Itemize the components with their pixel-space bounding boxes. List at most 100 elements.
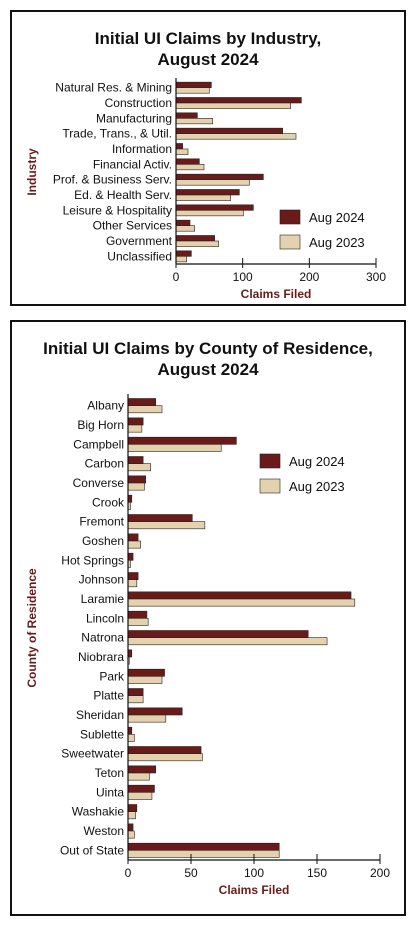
bar-aug-2023: [127, 598, 356, 607]
bar-aug-2023: [127, 695, 144, 704]
bar-aug-2024: [127, 784, 155, 793]
bar-aug-2024: [175, 97, 302, 104]
bar-aug-2024: [127, 514, 193, 522]
category-label: Sublette: [80, 727, 124, 741]
legend-swatch: [279, 234, 301, 250]
bar-aug-2024: [127, 398, 157, 406]
bar-aug-2024: [175, 219, 191, 226]
bar-aug-2023: [175, 133, 297, 140]
category-label: Fremont: [79, 515, 124, 529]
x-tick-label: 300: [366, 270, 386, 284]
bar-aug-2024: [175, 204, 254, 211]
category-label: Hot Springs: [61, 553, 124, 567]
bar-aug-2023: [127, 676, 163, 684]
bar-aug-2023: [175, 118, 213, 125]
category-label: Big Horn: [77, 418, 124, 432]
bar-aug-2023: [127, 850, 280, 858]
chart-title-line: Initial UI Claims by Industry,: [95, 29, 321, 48]
bar-aug-2024: [127, 552, 134, 561]
bar-aug-2023: [127, 830, 135, 839]
category-label: Niobrara: [78, 650, 124, 664]
category-label: Natural Res. & Mining: [55, 81, 172, 95]
legend-swatch: [279, 209, 301, 225]
county-chart: Initial UI Claims by County of Residence…: [25, 339, 390, 897]
x-axis-label: Claims Filed: [219, 883, 290, 897]
bar-aug-2024: [127, 746, 202, 754]
bar-aug-2023: [175, 225, 195, 232]
bar-aug-2024: [175, 127, 283, 134]
bar-aug-2023: [127, 734, 135, 742]
bar-aug-2023: [175, 210, 244, 217]
bar-aug-2023: [175, 194, 231, 201]
bar-aug-2023: [175, 240, 219, 247]
bar-aug-2024: [175, 158, 200, 165]
category-label: Campbell: [73, 437, 124, 451]
bar-aug-2023: [127, 424, 143, 433]
x-tick-label: 150: [307, 866, 327, 880]
x-tick-label: 200: [299, 270, 319, 284]
bar-aug-2024: [127, 591, 352, 600]
bar-aug-2023: [175, 148, 189, 155]
bar-aug-2024: [127, 610, 148, 619]
chart-title-line: Initial UI Claims by County of Residence…: [43, 339, 373, 358]
bar-aug-2023: [127, 714, 167, 723]
bar-aug-2024: [127, 436, 237, 445]
bar-aug-2024: [175, 81, 212, 88]
category-label: Manufacturing: [96, 111, 172, 125]
category-label: Crook: [92, 495, 125, 509]
bar-aug-2023: [127, 521, 206, 530]
bar-aug-2024: [127, 668, 165, 677]
category-label: Sweetwater: [61, 747, 124, 761]
category-label: Albany: [87, 399, 124, 413]
category-label: Trade, Trans., & Util.: [62, 127, 172, 141]
industry-chart-panel: Initial UI Claims by Industry, August 202…: [10, 10, 406, 306]
bar-aug-2023: [127, 463, 151, 472]
category-label: Government: [106, 234, 173, 248]
y-axis-label: Industry: [25, 148, 39, 196]
county-chart-panel: Initial UI Claims by County of Residence…: [10, 320, 406, 916]
legend-label: Aug 2024: [289, 454, 345, 469]
industry-chart: Initial UI Claims by Industry, August 202…: [25, 29, 386, 301]
category-label: Converse: [73, 476, 125, 490]
bar-aug-2024: [127, 765, 157, 774]
bar-aug-2024: [127, 823, 134, 832]
bar-aug-2023: [175, 87, 210, 94]
category-label: Johnson: [79, 573, 124, 587]
category-label: Sheridan: [76, 708, 124, 722]
category-label: Laramie: [81, 592, 125, 606]
bar-aug-2024: [175, 112, 198, 119]
bar-aug-2024: [127, 804, 138, 812]
category-label: Washakie: [72, 805, 125, 819]
x-tick-label: 0: [125, 866, 132, 880]
bar-aug-2023: [127, 772, 150, 781]
bar-aug-2024: [127, 707, 183, 716]
chart-title-line: August 2024: [157, 360, 259, 379]
category-label: Teton: [95, 766, 124, 780]
bar-aug-2023: [127, 482, 145, 491]
category-label: Natrona: [81, 631, 124, 645]
bar-aug-2024: [127, 688, 144, 696]
legend-swatch: [259, 478, 281, 494]
y-axis-label: County of Residence: [25, 568, 39, 688]
bar-aug-2024: [175, 143, 183, 150]
category-label: Financial Activ.: [93, 157, 172, 171]
legend-label: Aug 2023: [289, 479, 345, 494]
x-tick-label: 0: [173, 270, 180, 284]
category-label: Construction: [105, 96, 172, 110]
bar-aug-2024: [127, 533, 139, 542]
bar-aug-2023: [175, 179, 250, 186]
category-label: Goshen: [82, 534, 124, 548]
bar-aug-2024: [175, 173, 264, 180]
bar-aug-2024: [175, 250, 192, 257]
category-label: Uinta: [96, 785, 124, 799]
bar-aug-2023: [175, 256, 187, 263]
category-label: Information: [112, 142, 172, 156]
x-axis-label: Claims Filed: [241, 287, 312, 301]
legend-swatch: [259, 453, 281, 469]
category-label: Ed. & Health Serv.: [74, 188, 172, 202]
category-label: Carbon: [85, 457, 124, 471]
bar-aug-2023: [127, 753, 203, 762]
bar-aug-2023: [127, 811, 136, 820]
category-label: Weston: [84, 824, 124, 838]
bar-aug-2023: [175, 164, 205, 171]
